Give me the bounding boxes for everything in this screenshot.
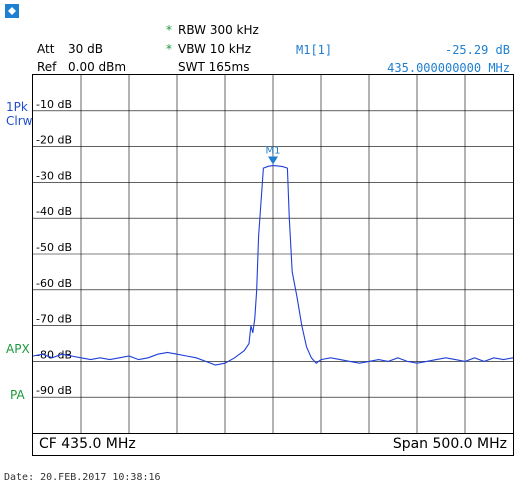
y-tick-label: -50 dB: [36, 241, 72, 254]
ref-value: 0.00 dBm: [68, 60, 127, 74]
pa-indicator: PA: [10, 388, 25, 402]
y-tick-label: -40 dB: [36, 205, 72, 218]
marker-m1-icon: [268, 156, 278, 165]
date-stamp: Date: 20.FEB.2017 10:38:16: [4, 472, 161, 483]
y-tick-label: -80 dB: [36, 348, 72, 361]
rbw-value: RBW 300 kHz: [178, 23, 259, 37]
spectrum-trace: [33, 165, 513, 366]
vbw-star: *: [166, 42, 172, 56]
marker-level: -25.29 dB: [444, 43, 510, 57]
rohde-schwarz-logo-icon: [5, 4, 19, 18]
spectrum-plot: -10 dB -20 dB -30 dB -40 dB -50 dB -60 dB -70 …: [32, 74, 514, 434]
att-label: Att: [37, 42, 55, 56]
y-tick-label: -70 dB: [36, 313, 72, 326]
marker-frequency: 435.000000000 MHz: [387, 61, 510, 75]
trace-mode-2: Clrw: [6, 114, 33, 128]
vbw-value: VBW 10 kHz: [178, 42, 252, 56]
y-tick-label: -30 dB: [36, 169, 72, 182]
apx-indicator: APX: [6, 342, 30, 356]
spectrum-chart: -10 dB -20 dB -30 dB -40 dB -50 dB -60 dB -70 …: [33, 75, 513, 433]
ref-label: Ref: [37, 60, 57, 74]
y-tick-label: -10 dB: [36, 98, 72, 111]
y-tick-label: -90 dB: [36, 384, 72, 397]
center-frequency: CF 435.0 MHz: [39, 436, 136, 452]
footer-bar: CF 435.0 MHz Span 500.0 MHz: [32, 434, 514, 456]
att-value: 30 dB: [68, 42, 103, 56]
marker-m1-label: M1: [266, 146, 281, 157]
trace-mode-1: 1Pk: [6, 100, 28, 114]
y-tick-label: -60 dB: [36, 277, 72, 290]
y-tick-label: -20 dB: [36, 134, 72, 147]
rbw-star: *: [166, 23, 172, 37]
span-value: Span 500.0 MHz: [392, 436, 507, 452]
swt-value: SWT 165ms: [178, 60, 250, 74]
marker-label: M1[1]: [296, 43, 333, 57]
